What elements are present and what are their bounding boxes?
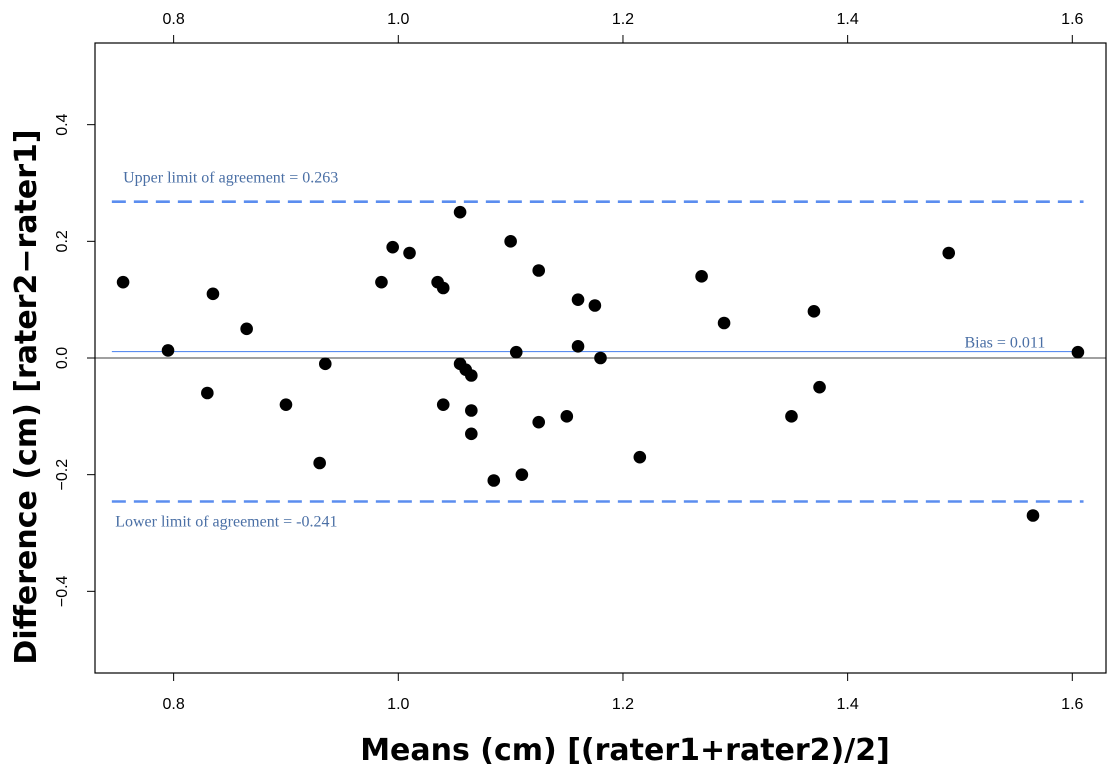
data-point bbox=[571, 293, 585, 306]
data-point bbox=[201, 386, 214, 400]
y-tick-label: 0.2 bbox=[54, 230, 71, 252]
data-point bbox=[532, 264, 546, 277]
data-point bbox=[807, 305, 821, 318]
data-point bbox=[240, 322, 253, 336]
upper-label: Upper limit of agreement = 0.263 bbox=[123, 170, 338, 187]
data-point bbox=[588, 299, 602, 312]
data-point bbox=[375, 275, 388, 289]
data-point bbox=[633, 450, 647, 464]
y-tick-label: −0.4 bbox=[54, 575, 71, 607]
x-axis-top: 0.8 1.0 1.2 1.4 1.6 bbox=[163, 11, 1084, 43]
data-point bbox=[465, 427, 478, 441]
y-tick-label: 0.0 bbox=[54, 347, 71, 369]
data-point bbox=[571, 340, 585, 353]
y-tick-label: 0.4 bbox=[54, 113, 71, 135]
data-point bbox=[465, 404, 478, 417]
data-point bbox=[279, 398, 293, 411]
data-points bbox=[116, 205, 1085, 522]
data-point bbox=[560, 410, 574, 423]
x-tick-label: 1.4 bbox=[837, 696, 859, 713]
x-axis-title: Means (cm) [(rater1+rater2)/2] bbox=[360, 733, 890, 768]
data-point bbox=[942, 246, 956, 260]
data-point bbox=[313, 456, 326, 470]
data-point bbox=[594, 351, 607, 365]
x-tick-label-top: 0.8 bbox=[163, 11, 185, 28]
y-tick-label: −0.2 bbox=[54, 459, 71, 491]
data-point bbox=[1071, 345, 1085, 359]
data-point bbox=[515, 468, 529, 481]
x-axis-bottom: 0.8 1.0 1.2 1.4 1.6 bbox=[163, 673, 1084, 713]
bias-label: Bias = 0.011 bbox=[964, 335, 1045, 352]
data-point bbox=[386, 240, 399, 254]
x-tick-label: 0.8 bbox=[163, 696, 185, 713]
data-point bbox=[785, 410, 798, 423]
x-tick-label-top: 1.0 bbox=[387, 11, 409, 28]
y-axis: −0.4 −0.2 0.0 0.2 0.4 bbox=[54, 113, 95, 607]
data-point bbox=[436, 398, 450, 411]
reference-labels: Upper limit of agreement = 0.263 Bias = 0… bbox=[115, 170, 1045, 531]
x-tick-label-top: 1.4 bbox=[837, 11, 859, 28]
data-point bbox=[695, 270, 708, 283]
x-tick-label: 1.2 bbox=[612, 696, 634, 713]
x-tick-label-top: 1.6 bbox=[1061, 11, 1083, 28]
data-point bbox=[453, 205, 467, 219]
data-point bbox=[465, 369, 478, 382]
data-point bbox=[717, 316, 731, 330]
data-point bbox=[116, 275, 130, 289]
y-axis-title: Difference (cm) [rater2−rater1] bbox=[9, 129, 44, 664]
data-point bbox=[206, 287, 220, 301]
lower-label: Lower limit of agreement = -0.241 bbox=[115, 514, 337, 531]
data-point bbox=[813, 380, 826, 394]
x-tick-label: 1.6 bbox=[1061, 696, 1083, 713]
x-tick-label: 1.0 bbox=[387, 696, 409, 713]
x-tick-label-top: 1.2 bbox=[612, 11, 634, 28]
data-point bbox=[532, 415, 546, 429]
data-point bbox=[403, 246, 416, 260]
data-point bbox=[318, 357, 332, 371]
data-point bbox=[509, 345, 523, 359]
data-point bbox=[504, 235, 517, 248]
data-point bbox=[1026, 509, 1040, 522]
reference-lines bbox=[111, 200, 1084, 503]
data-point bbox=[161, 344, 175, 357]
data-point bbox=[487, 474, 501, 487]
data-point bbox=[436, 281, 450, 295]
